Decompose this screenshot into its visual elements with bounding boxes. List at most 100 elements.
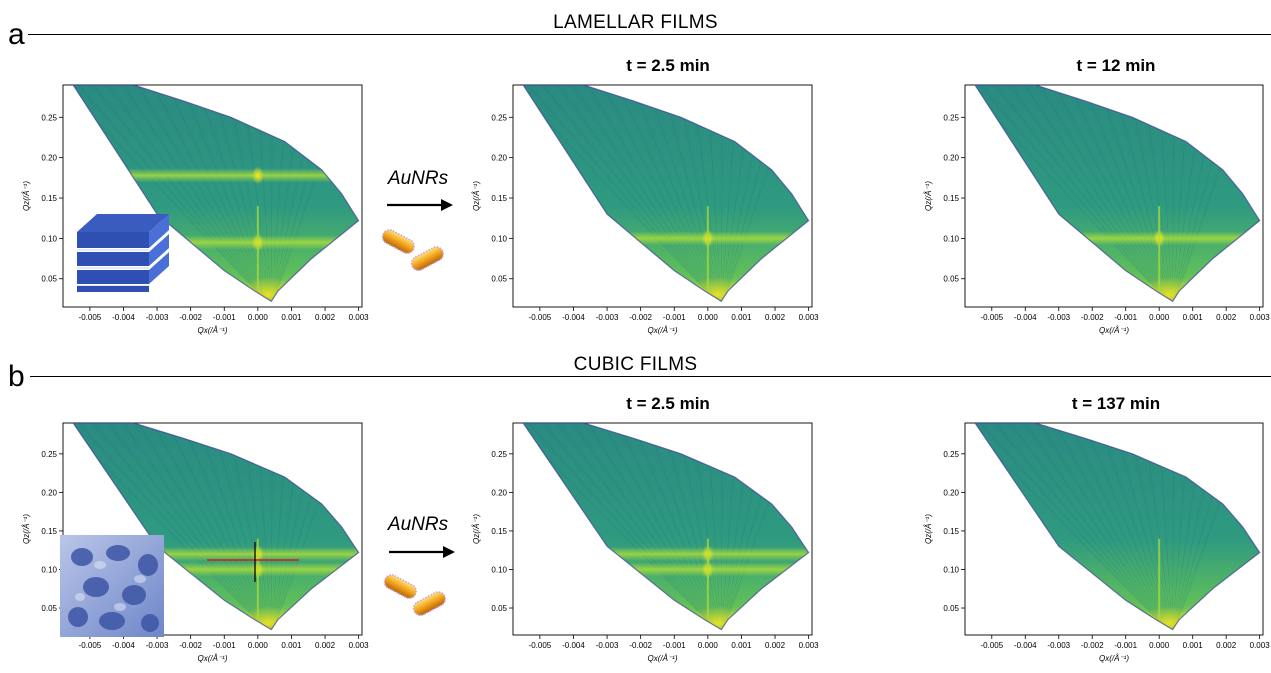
x-tick-label: 0.000 [248, 313, 269, 322]
x-tick-label: -0.005 [529, 641, 552, 650]
gisaxs-plot-b2: -0.005 -0.004 -0.003 -0.002 -0.001 0.000 0.001… [472, 422, 820, 663]
x-axis-label: Qx(/Å⁻¹) [648, 654, 678, 663]
x-tick-label: -0.002 [1081, 641, 1104, 650]
y-tick-label: 0.05 [491, 275, 507, 284]
time-label-b2: t = 2.5 min [626, 394, 710, 413]
x-tick-label: -0.003 [146, 641, 169, 650]
x-tick-label: -0.001 [213, 641, 236, 650]
y-tick-label: 0.25 [41, 113, 57, 122]
x-tick-label: -0.002 [179, 641, 202, 650]
bragg-peak [251, 166, 264, 185]
agent-label-b: AuNRs [387, 514, 449, 535]
y-tick-label: 0.10 [491, 565, 507, 574]
x-tick-label: -0.001 [1114, 313, 1137, 322]
x-tick-label: 0.002 [1216, 313, 1237, 322]
cubic-gyroid-structure-icon [60, 535, 164, 637]
x-tick-label: -0.001 [1114, 641, 1137, 650]
x-tick-label: -0.002 [629, 313, 652, 322]
y-tick-label: 0.05 [41, 275, 57, 284]
aunr-arrow-b [389, 546, 455, 558]
lamellar-structure-icon [77, 214, 169, 292]
x-tick-label: 0.001 [281, 313, 302, 322]
x-tick-label: -0.005 [79, 641, 102, 650]
y-tick-label: 0.15 [41, 527, 57, 536]
x-axis-label: Qx(/Å⁻¹) [1099, 654, 1129, 663]
y-tick-label: 0.25 [943, 450, 959, 459]
x-tick-label: 0.002 [765, 313, 786, 322]
y-axis-label: Qz(/Å⁻¹) [924, 181, 933, 211]
x-tick-label: -0.004 [562, 313, 585, 322]
y-tick-label: 0.10 [41, 565, 57, 574]
y-tick-label: 0.20 [41, 488, 57, 497]
x-tick-label: -0.003 [146, 313, 169, 322]
section-b-title: CUBIC FILMS [573, 354, 698, 375]
x-tick-label: 0.002 [765, 641, 786, 650]
y-tick-label: 0.25 [491, 450, 507, 459]
y-tick-label: 0.10 [943, 565, 959, 574]
x-tick-label: -0.003 [596, 313, 619, 322]
x-tick-label: 0.003 [349, 313, 370, 322]
x-tick-label: -0.003 [1047, 641, 1070, 650]
x-tick-label: 0.001 [1183, 641, 1204, 650]
x-axis-label: Qx(/Å⁻¹) [1099, 326, 1129, 335]
x-tick-label: 0.003 [799, 313, 820, 322]
x-tick-label: -0.004 [562, 641, 585, 650]
x-tick-label: -0.004 [1014, 641, 1037, 650]
time-label-a3: t = 12 min [1076, 56, 1156, 75]
y-axis-label: Qz(/Å⁻¹) [22, 181, 31, 211]
section-a-title: LAMELLAR FILMS [553, 12, 718, 33]
x-tick-label: -0.005 [529, 313, 552, 322]
x-tick-label: -0.005 [980, 641, 1003, 650]
x-tick-label: 0.002 [315, 641, 336, 650]
gisaxs-plot-a2: -0.005 -0.004 -0.003 -0.002 -0.001 0.000 0.001… [472, 84, 820, 335]
y-tick-label: 0.15 [943, 527, 959, 536]
y-tick-label: 0.15 [943, 194, 959, 203]
y-tick-label: 0.25 [41, 450, 57, 459]
x-tick-label: 0.003 [1250, 641, 1271, 650]
x-axis-label: Qx(/Å⁻¹) [198, 654, 228, 663]
x-tick-label: -0.004 [112, 313, 135, 322]
x-tick-label: -0.005 [980, 313, 1003, 322]
x-tick-label: 0.000 [1149, 641, 1170, 650]
y-tick-label: 0.20 [943, 488, 959, 497]
y-tick-label: 0.05 [943, 604, 959, 613]
gold-nanorod-icon [383, 574, 446, 617]
scattering-band [73, 168, 359, 183]
x-tick-label: -0.005 [79, 313, 102, 322]
y-tick-label: 0.25 [943, 113, 959, 122]
x-tick-label: 0.003 [349, 641, 370, 650]
y-tick-label: 0.05 [943, 275, 959, 284]
x-tick-label: 0.000 [1149, 313, 1170, 322]
y-tick-label: 0.10 [491, 234, 507, 243]
peak-cross-marker [207, 542, 299, 582]
x-tick-label: 0.000 [698, 313, 719, 322]
y-tick-label: 0.10 [41, 234, 57, 243]
x-tick-label: 0.001 [731, 313, 752, 322]
panel-letter-b: b [8, 360, 25, 393]
time-label-a2: t = 2.5 min [626, 56, 710, 75]
y-axis-label: Qz(/Å⁻¹) [472, 181, 481, 211]
section-a-rule [28, 34, 1271, 35]
gisaxs-plot-a1: -0.005 -0.004 -0.003 -0.002 -0.001 0.000 0.001… [22, 84, 370, 335]
y-axis-label: Qz(/Å⁻¹) [22, 514, 31, 544]
x-axis-label: Qx(/Å⁻¹) [648, 326, 678, 335]
x-tick-label: 0.003 [799, 641, 820, 650]
x-tick-label: -0.001 [663, 641, 686, 650]
y-axis-label: Qz(/Å⁻¹) [472, 514, 481, 544]
y-tick-label: 0.20 [491, 154, 507, 163]
x-tick-label: -0.004 [112, 641, 135, 650]
x-tick-label: 0.003 [1250, 313, 1271, 322]
y-tick-label: 0.05 [491, 604, 507, 613]
gold-nanorod-icon [381, 229, 444, 272]
y-tick-label: 0.20 [491, 488, 507, 497]
x-tick-label: -0.003 [1047, 313, 1070, 322]
gisaxs-plot-b3: -0.005 -0.004 -0.003 -0.002 -0.001 0.000 0.001… [924, 422, 1271, 663]
x-tick-label: 0.001 [1183, 313, 1204, 322]
aunr-arrow-a [387, 199, 453, 211]
x-tick-label: -0.001 [213, 313, 236, 322]
y-tick-label: 0.10 [943, 234, 959, 243]
x-tick-label: 0.002 [1216, 641, 1237, 650]
section-b-rule [30, 376, 1271, 377]
x-tick-label: -0.002 [629, 641, 652, 650]
x-tick-label: 0.000 [698, 641, 719, 650]
